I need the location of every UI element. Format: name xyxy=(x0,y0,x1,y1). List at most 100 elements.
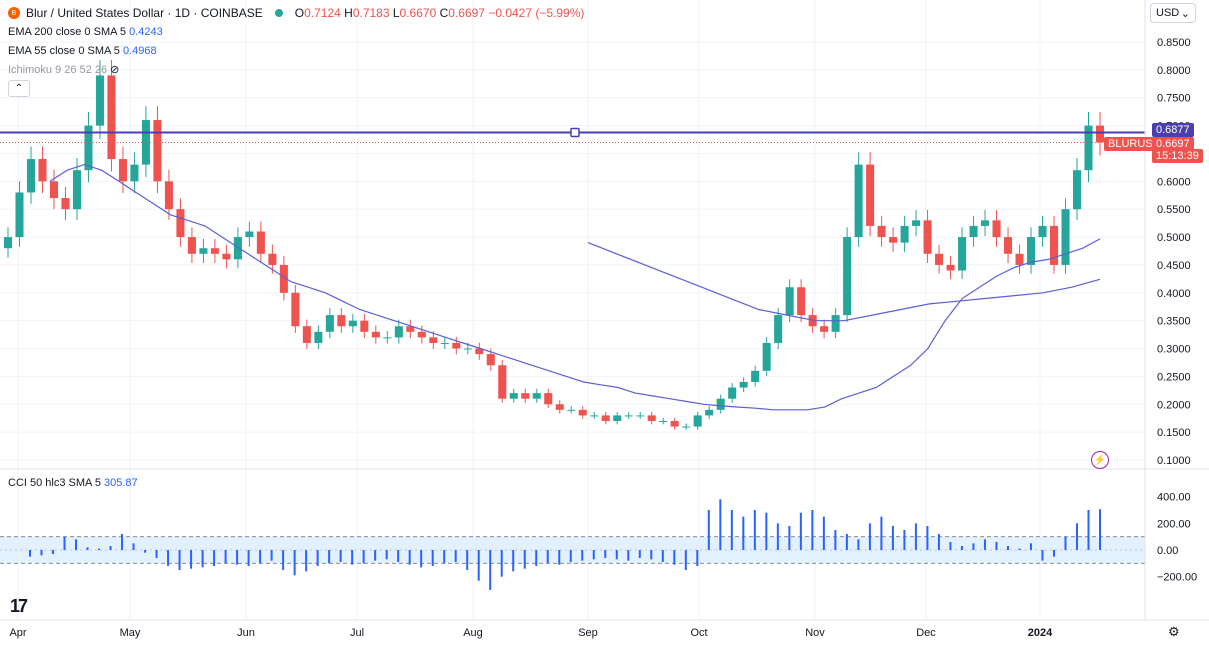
ema200-legend[interactable]: EMA 200 close 0 SMA 5 0.4243 xyxy=(8,26,163,38)
candle-body xyxy=(279,264,288,293)
candle-body xyxy=(84,125,93,171)
ichimoku-legend[interactable]: Ichimoku 9 26 52 26 ⊘ xyxy=(8,63,119,76)
candle-body xyxy=(337,315,346,327)
cci-bar xyxy=(661,550,664,562)
tradingview-logo-icon[interactable]: 17 xyxy=(10,596,28,616)
candle-body xyxy=(383,337,392,339)
candlestick-series xyxy=(3,60,1105,430)
candle-body xyxy=(1015,253,1024,265)
ema55-label: EMA 55 close 0 SMA 5 xyxy=(8,45,120,57)
candle-body xyxy=(233,237,242,260)
chevron-down-icon: ⌄ xyxy=(1180,7,1190,20)
cci-bar xyxy=(903,530,906,550)
candle-body xyxy=(199,248,208,254)
cci-bar xyxy=(52,550,55,554)
price-tick-label: 0.1500 xyxy=(1157,427,1191,439)
cci-bar xyxy=(201,550,204,568)
candle-body xyxy=(877,225,886,238)
ema55-value: 0.4968 xyxy=(122,45,157,57)
candle-body xyxy=(348,320,357,327)
candle-body xyxy=(693,415,702,427)
candle-body xyxy=(981,220,990,226)
candle-body xyxy=(682,426,691,428)
ema200-value: 0.4243 xyxy=(129,26,163,38)
candle-body xyxy=(256,231,265,254)
candle-body xyxy=(912,220,921,226)
ohlc-values: O0.7124 H0.7183 L0.6670 C0.6697 −0.0427 … xyxy=(295,6,585,20)
cci-bar xyxy=(397,550,400,562)
cci-bar xyxy=(650,550,653,560)
cci-bar xyxy=(535,550,538,566)
candle-body xyxy=(728,387,737,399)
cci-bar xyxy=(408,550,411,565)
cci-bar xyxy=(753,510,756,550)
cci-bar xyxy=(121,534,124,550)
eye-hidden-icon[interactable]: ⊘ xyxy=(110,64,120,76)
cci-bar xyxy=(293,550,296,576)
cci-bar xyxy=(190,550,193,569)
cci-bar xyxy=(224,550,227,564)
cci-bar xyxy=(1052,550,1055,557)
time-label: Apr xyxy=(9,627,26,639)
change-value: −0.0427 (−5.99%) xyxy=(488,6,585,20)
cci-bar xyxy=(1006,546,1009,550)
line-handle[interactable] xyxy=(570,127,580,138)
price-tick-label: 0.4000 xyxy=(1157,288,1191,300)
cci-bar xyxy=(1041,550,1044,561)
candle-body xyxy=(544,393,553,405)
collapse-legend-button[interactable]: ⌃ xyxy=(8,80,30,97)
ema55-legend[interactable]: EMA 55 close 0 SMA 5 0.4968 xyxy=(8,45,157,57)
candle-body xyxy=(670,420,679,427)
candle-body xyxy=(705,409,714,416)
cci-tick-label: 0.00 xyxy=(1157,545,1178,557)
candle-body xyxy=(854,164,863,238)
candle-body xyxy=(107,75,116,160)
candle-body xyxy=(762,342,771,371)
cci-bar xyxy=(949,542,952,550)
candle-body xyxy=(797,287,806,316)
candle-body xyxy=(532,393,541,399)
candle-body xyxy=(1095,125,1105,143)
time-label: Nov xyxy=(805,627,825,639)
cci-bar xyxy=(213,550,216,566)
candle-body xyxy=(969,225,978,238)
candle-body xyxy=(291,292,300,327)
symbol-title[interactable]: Blur / United States Dollar · 1D · COINB… xyxy=(26,6,263,20)
candle-body xyxy=(371,331,380,338)
candle-body xyxy=(774,315,783,343)
cci-bar xyxy=(374,550,377,561)
cci-bar xyxy=(247,550,250,566)
candle-body xyxy=(95,75,104,126)
ema55-line xyxy=(49,163,1101,411)
currency-select[interactable]: USD ⌄ xyxy=(1150,3,1196,23)
candle-body xyxy=(176,209,185,238)
open-value: 0.7124 xyxy=(304,6,341,20)
cci-bar xyxy=(972,543,975,550)
cci-bar xyxy=(259,550,262,564)
candle-body xyxy=(785,287,794,316)
flash-icon[interactable]: ⚡ xyxy=(1091,451,1109,469)
cci-bar xyxy=(420,550,423,568)
last-price-tag: 0.6697 xyxy=(1152,137,1194,151)
cci-bar xyxy=(822,516,825,550)
cci-bar xyxy=(868,523,871,550)
candle-body xyxy=(739,381,748,388)
cci-bar xyxy=(684,550,687,570)
candle-body xyxy=(900,225,909,243)
price-tick-label: 0.8500 xyxy=(1157,37,1191,49)
cci-legend[interactable]: CCI 50 hlc3 SMA 5 305.87 xyxy=(8,477,138,489)
candle-body xyxy=(72,170,81,210)
cci-bar xyxy=(500,550,503,577)
gear-icon[interactable]: ⚙ xyxy=(1168,624,1180,639)
cci-bar xyxy=(638,550,641,558)
candle-body xyxy=(1038,225,1047,238)
candle-body xyxy=(3,237,13,249)
cci-bar xyxy=(40,550,43,556)
candle-body xyxy=(578,409,587,416)
cci-tick-label: 400.00 xyxy=(1157,492,1191,504)
price-tick-label: 0.3500 xyxy=(1157,316,1191,328)
cci-bar xyxy=(845,534,848,550)
candle-body xyxy=(567,409,576,411)
cci-value: 305.87 xyxy=(104,477,138,489)
